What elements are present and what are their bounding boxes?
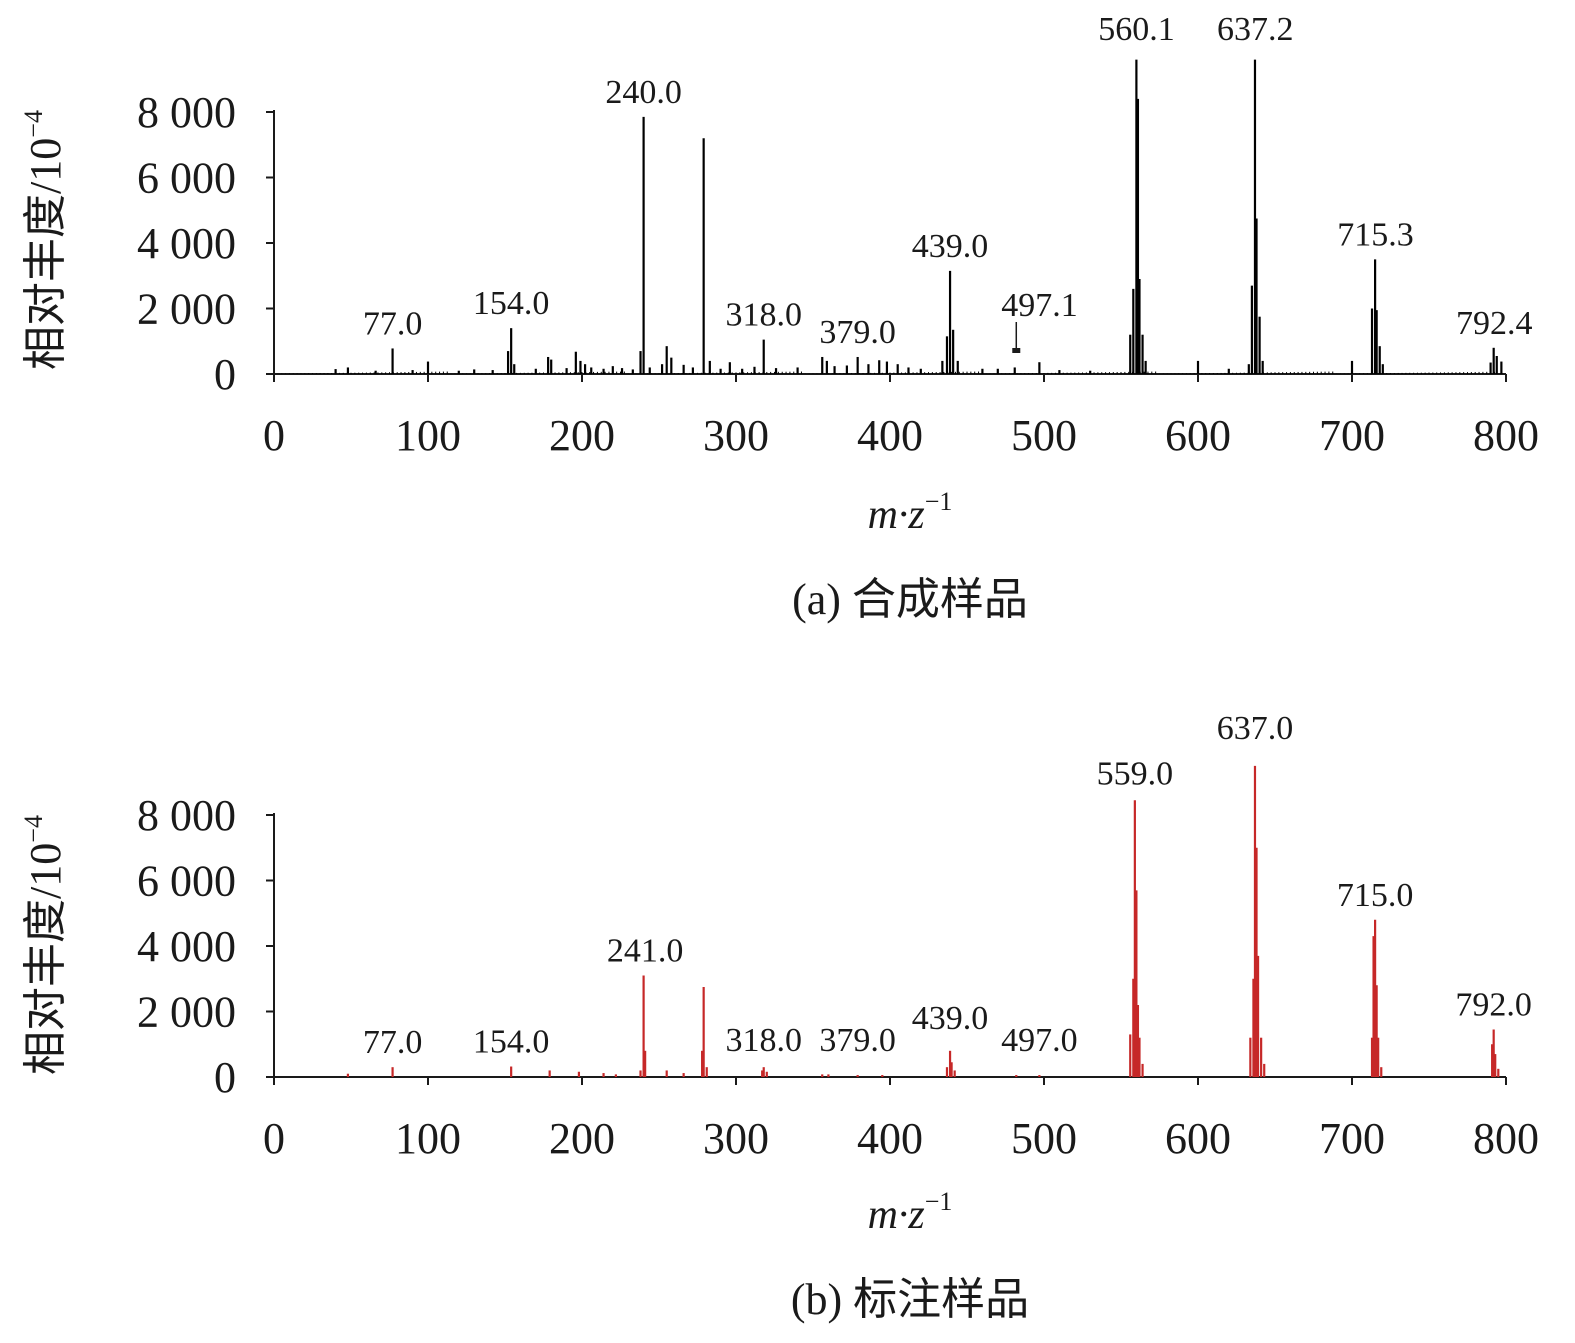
peak-label: 240.0 [605, 74, 682, 111]
x-axis-label-b: m·z−1 [868, 1187, 953, 1238]
peak-label: 154.0 [473, 285, 550, 322]
y-tick-label: 6 000 [137, 857, 236, 906]
x-tick-label: 300 [703, 1114, 769, 1163]
peak-label: 318.0 [725, 297, 802, 334]
x-tick-label: 600 [1165, 1114, 1231, 1163]
x-tick-label: 700 [1319, 411, 1385, 460]
x-tick-label: 300 [703, 411, 769, 460]
peak-label: 792.0 [1455, 987, 1532, 1024]
peak-label: 497.1 [1001, 287, 1078, 324]
y-tick-label: 0 [214, 1053, 236, 1102]
peak-label: 559.0 [1097, 755, 1174, 792]
peak-label: 560.1 [1098, 11, 1175, 48]
spectrum-panel-a: 相对丰度/10−4 0 2 000 4 000 6 000 8 000 0 100 200 30… [19, 11, 1539, 624]
peak-label: 715.3 [1337, 216, 1414, 253]
x-tick-label: 400 [857, 411, 923, 460]
peak-label: 792.4 [1456, 305, 1533, 342]
x-tick-label: 800 [1473, 411, 1539, 460]
x-tick-label: 0 [263, 411, 285, 460]
y-tick-label: 2 000 [137, 285, 236, 334]
peak-label: 77.0 [363, 1024, 423, 1061]
y-tick-label: 8 000 [137, 791, 236, 840]
peak-label: 77.0 [363, 305, 423, 342]
x-tick-label: 200 [549, 1114, 615, 1163]
peak-label: 318.0 [725, 1022, 802, 1059]
peak-label: 439.0 [912, 228, 989, 265]
spectrum-panel-b: 相对丰度/10−4 0 2 000 4 000 6 000 8 000 0 100 200 30… [19, 710, 1539, 1324]
y-tick-label: 0 [214, 350, 236, 399]
y-axis-label-b: 相对丰度/10−4 [19, 815, 70, 1075]
x-tick-label: 600 [1165, 411, 1231, 460]
y-tick-label: 8 000 [137, 88, 236, 137]
label-leader-marker [1012, 348, 1021, 353]
y-tick-label: 2 000 [137, 988, 236, 1037]
x-tick-label: 0 [263, 1114, 285, 1163]
x-tick-label: 500 [1011, 1114, 1077, 1163]
peak-label: 637.2 [1217, 11, 1294, 48]
x-tick-label: 200 [549, 411, 615, 460]
x-tick-label: 100 [395, 411, 461, 460]
peak-label: 637.0 [1217, 710, 1294, 747]
peak-label: 497.0 [1001, 1022, 1078, 1059]
y-tick-label: 6 000 [137, 154, 236, 203]
caption-b: (b) 标注样品 [791, 1275, 1029, 1324]
caption-a: (a) 合成样品 [792, 575, 1028, 624]
x-axis-label-a: m·z−1 [868, 487, 953, 538]
x-tick-label: 700 [1319, 1114, 1385, 1163]
plot-area-b: 0 2 000 4 000 6 000 8 000 0 100 200 300 400 500 600… [137, 710, 1539, 1163]
plot-area-a: 0 2 000 4 000 6 000 8 000 0 100 200 300 400 500 600… [137, 11, 1539, 460]
peak-label: 241.0 [607, 932, 684, 969]
peak-label: 439.0 [912, 1000, 989, 1037]
y-axis-label-a: 相对丰度/10−4 [19, 110, 70, 370]
x-tick-label: 100 [395, 1114, 461, 1163]
x-tick-label: 400 [857, 1114, 923, 1163]
x-tick-label: 800 [1473, 1114, 1539, 1163]
peak-label: 154.0 [473, 1024, 550, 1061]
x-tick-label: 500 [1011, 411, 1077, 460]
peak-label: 715.0 [1337, 877, 1414, 914]
y-tick-label: 4 000 [137, 922, 236, 971]
peak-label: 379.0 [819, 314, 896, 351]
peak-label: 379.0 [819, 1022, 896, 1059]
y-tick-label: 4 000 [137, 219, 236, 268]
